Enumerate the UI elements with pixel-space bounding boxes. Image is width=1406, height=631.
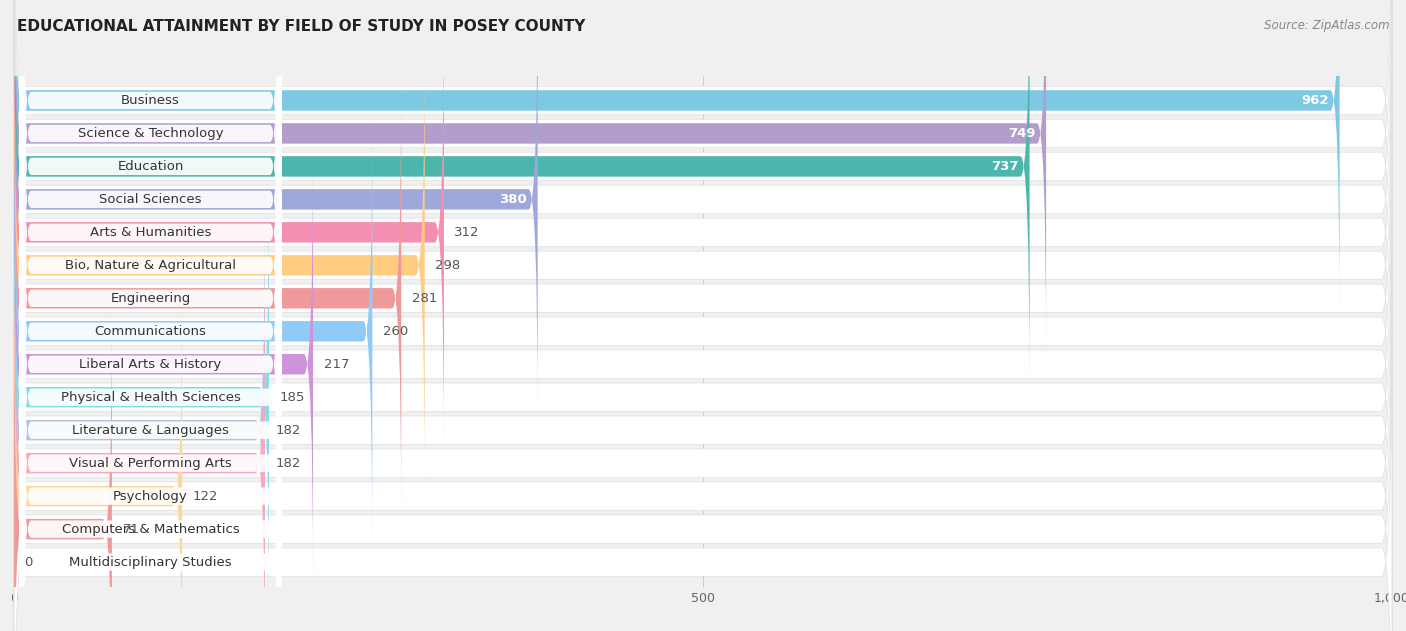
Text: Multidisciplinary Studies: Multidisciplinary Studies <box>69 556 232 569</box>
Text: Source: ZipAtlas.com: Source: ZipAtlas.com <box>1264 19 1389 32</box>
Text: Education: Education <box>117 160 184 173</box>
FancyBboxPatch shape <box>14 276 183 631</box>
Text: 185: 185 <box>280 391 305 404</box>
Text: 182: 182 <box>276 457 301 469</box>
Text: 737: 737 <box>991 160 1019 173</box>
FancyBboxPatch shape <box>14 242 264 631</box>
Text: Computers & Mathematics: Computers & Mathematics <box>62 522 239 536</box>
FancyBboxPatch shape <box>20 0 281 454</box>
FancyBboxPatch shape <box>14 209 264 631</box>
Text: Psychology: Psychology <box>112 490 188 503</box>
FancyBboxPatch shape <box>14 49 1392 548</box>
Text: 182: 182 <box>276 423 301 437</box>
Text: Visual & Performing Arts: Visual & Performing Arts <box>69 457 232 469</box>
FancyBboxPatch shape <box>14 0 1340 321</box>
FancyBboxPatch shape <box>20 0 281 422</box>
Text: 260: 260 <box>382 325 408 338</box>
FancyBboxPatch shape <box>20 109 281 631</box>
Text: EDUCATIONAL ATTAINMENT BY FIELD OF STUDY IN POSEY COUNTY: EDUCATIONAL ATTAINMENT BY FIELD OF STUDY… <box>17 19 585 34</box>
FancyBboxPatch shape <box>20 43 281 620</box>
FancyBboxPatch shape <box>14 81 1392 581</box>
Text: 71: 71 <box>122 522 139 536</box>
FancyBboxPatch shape <box>20 142 281 631</box>
FancyBboxPatch shape <box>20 0 281 389</box>
FancyBboxPatch shape <box>14 115 1392 614</box>
FancyBboxPatch shape <box>14 45 425 486</box>
FancyBboxPatch shape <box>14 16 1392 515</box>
FancyBboxPatch shape <box>14 280 1392 631</box>
Text: 962: 962 <box>1302 94 1329 107</box>
FancyBboxPatch shape <box>14 0 1392 416</box>
FancyBboxPatch shape <box>20 241 281 631</box>
FancyBboxPatch shape <box>14 180 1392 631</box>
FancyBboxPatch shape <box>14 0 1392 383</box>
Text: 312: 312 <box>454 226 479 239</box>
FancyBboxPatch shape <box>20 0 281 521</box>
FancyBboxPatch shape <box>14 177 269 618</box>
FancyBboxPatch shape <box>14 309 112 631</box>
FancyBboxPatch shape <box>20 0 281 488</box>
FancyBboxPatch shape <box>14 0 1029 387</box>
Text: 281: 281 <box>412 292 437 305</box>
FancyBboxPatch shape <box>14 148 1392 631</box>
Text: Bio, Nature & Agricultural: Bio, Nature & Agricultural <box>65 259 236 272</box>
Text: Communications: Communications <box>94 325 207 338</box>
Text: 749: 749 <box>1008 127 1036 140</box>
Text: Literature & Languages: Literature & Languages <box>72 423 229 437</box>
FancyBboxPatch shape <box>14 0 1392 449</box>
FancyBboxPatch shape <box>14 110 373 552</box>
Text: Engineering: Engineering <box>111 292 191 305</box>
FancyBboxPatch shape <box>14 12 444 453</box>
Text: 298: 298 <box>436 259 460 272</box>
FancyBboxPatch shape <box>20 10 281 586</box>
Text: Business: Business <box>121 94 180 107</box>
FancyBboxPatch shape <box>14 0 1392 350</box>
FancyBboxPatch shape <box>20 274 281 631</box>
FancyBboxPatch shape <box>14 0 1046 354</box>
FancyBboxPatch shape <box>20 175 281 631</box>
Text: Arts & Humanities: Arts & Humanities <box>90 226 211 239</box>
FancyBboxPatch shape <box>14 247 1392 631</box>
Text: 122: 122 <box>193 490 218 503</box>
Text: Liberal Arts & History: Liberal Arts & History <box>79 358 222 371</box>
FancyBboxPatch shape <box>14 144 314 585</box>
FancyBboxPatch shape <box>14 78 401 519</box>
FancyBboxPatch shape <box>14 0 537 420</box>
Text: 217: 217 <box>323 358 349 371</box>
FancyBboxPatch shape <box>14 0 1392 482</box>
FancyBboxPatch shape <box>20 76 281 631</box>
FancyBboxPatch shape <box>14 213 1392 631</box>
FancyBboxPatch shape <box>20 0 281 553</box>
Text: Science & Technology: Science & Technology <box>77 127 224 140</box>
FancyBboxPatch shape <box>20 208 281 631</box>
Text: 380: 380 <box>499 193 527 206</box>
Text: Social Sciences: Social Sciences <box>100 193 202 206</box>
Text: 0: 0 <box>24 556 32 569</box>
FancyBboxPatch shape <box>14 312 1392 631</box>
Text: Physical & Health Sciences: Physical & Health Sciences <box>60 391 240 404</box>
